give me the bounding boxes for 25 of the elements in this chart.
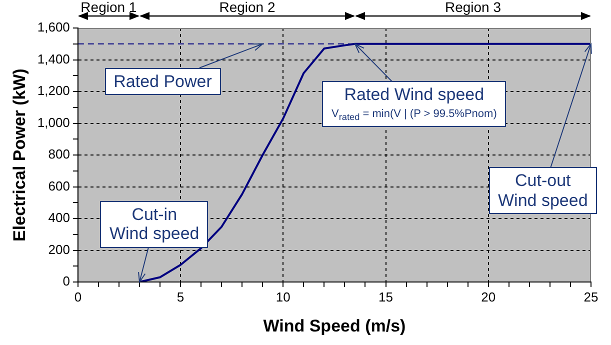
text: Region 1 [80,0,137,15]
y-tick-label: 800 [48,146,70,162]
x-tick-label: 20 [481,289,496,304]
y-tick-label: 400 [48,210,70,226]
x-tick-label: 10 [276,289,290,304]
x-tick-label: 0 [74,289,82,304]
annotation: V$_{rated}$ = min(V | (P > 99.5%Pnom) [331,108,497,123]
x-tick-label: 5 [176,289,184,304]
annotation: Cut-out Wind speed [498,171,588,210]
y-tick-label: 600 [48,178,70,194]
text: Region 3 [444,0,502,15]
y-tick-label: 1,000 [37,114,70,130]
y-tick-label: 200 [48,242,70,257]
x-tick-label: 25 [584,289,598,304]
y-tick-label: 0 [62,274,70,289]
x-axis-title: Wind Speed (m/s) [263,316,406,336]
y-axis-title: Electrical Power (kW) [10,68,29,242]
text: Region 2 [219,0,276,15]
annotation: Rated Power [114,72,212,92]
y-tick-label: 1,400 [37,51,70,66]
y-tick-label: 1,200 [37,83,70,98]
x-tick-label: 15 [378,289,394,304]
annotation: Cut-in Wind speed [109,204,200,244]
annotation: Rated Wind speed [343,85,486,105]
y-tick-label: 1,600 [37,20,70,35]
